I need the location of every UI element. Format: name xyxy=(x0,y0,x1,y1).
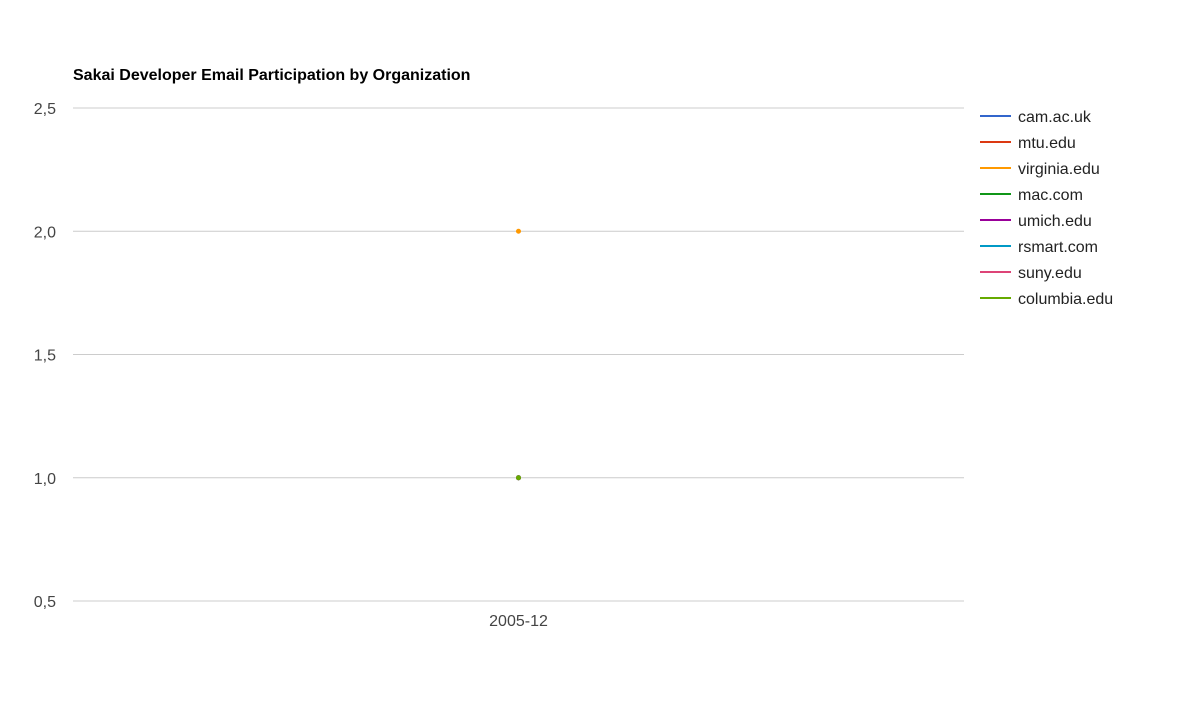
y-tick-label: 2,0 xyxy=(34,224,56,241)
legend-item-cam-ac-uk[interactable]: cam.ac.uk xyxy=(980,109,1092,126)
legend-item-suny-edu[interactable]: suny.edu xyxy=(980,265,1082,282)
data-points xyxy=(516,228,521,481)
grid-layer xyxy=(73,107,964,602)
legend-item-mac-com[interactable]: mac.com xyxy=(980,187,1083,204)
legend-label: mtu.edu xyxy=(1018,135,1076,152)
y-tick-label: 2,5 xyxy=(34,101,56,118)
legend-label: columbia.edu xyxy=(1018,291,1113,308)
legend-item-virginia-edu[interactable]: virginia.edu xyxy=(980,161,1100,178)
legend-label: umich.edu xyxy=(1018,213,1092,230)
chart-title: Sakai Developer Email Participation by O… xyxy=(73,67,470,84)
y-tick-label: 1,5 xyxy=(34,348,56,365)
x-axis-ticks: 2005-12 xyxy=(489,613,548,630)
legend-label: suny.edu xyxy=(1018,265,1082,282)
legend-item-umich-edu[interactable]: umich.edu xyxy=(980,213,1092,230)
legend-label: cam.ac.uk xyxy=(1018,109,1092,126)
data-point-virginia-edu[interactable] xyxy=(516,228,521,234)
legend-label: mac.com xyxy=(1018,187,1083,204)
legend[interactable]: cam.ac.uk mtu.edu virginia.edu mac.com umich… xyxy=(980,109,1113,308)
legend-item-rsmart-com[interactable]: rsmart.com xyxy=(980,239,1098,256)
y-tick-label: 1,0 xyxy=(34,471,56,488)
x-tick-label: 2005-12 xyxy=(489,613,548,630)
legend-label: virginia.edu xyxy=(1018,161,1100,178)
legend-label: rsmart.com xyxy=(1018,239,1098,256)
y-tick-label: 0,5 xyxy=(34,594,56,611)
data-point-columbia-edu[interactable] xyxy=(516,475,521,481)
legend-item-columbia-edu[interactable]: columbia.edu xyxy=(980,291,1113,308)
legend-item-mtu-edu[interactable]: mtu.edu xyxy=(980,135,1076,152)
y-axis-ticks: 0,5 1,0 1,5 2,0 2,5 xyxy=(34,101,56,611)
